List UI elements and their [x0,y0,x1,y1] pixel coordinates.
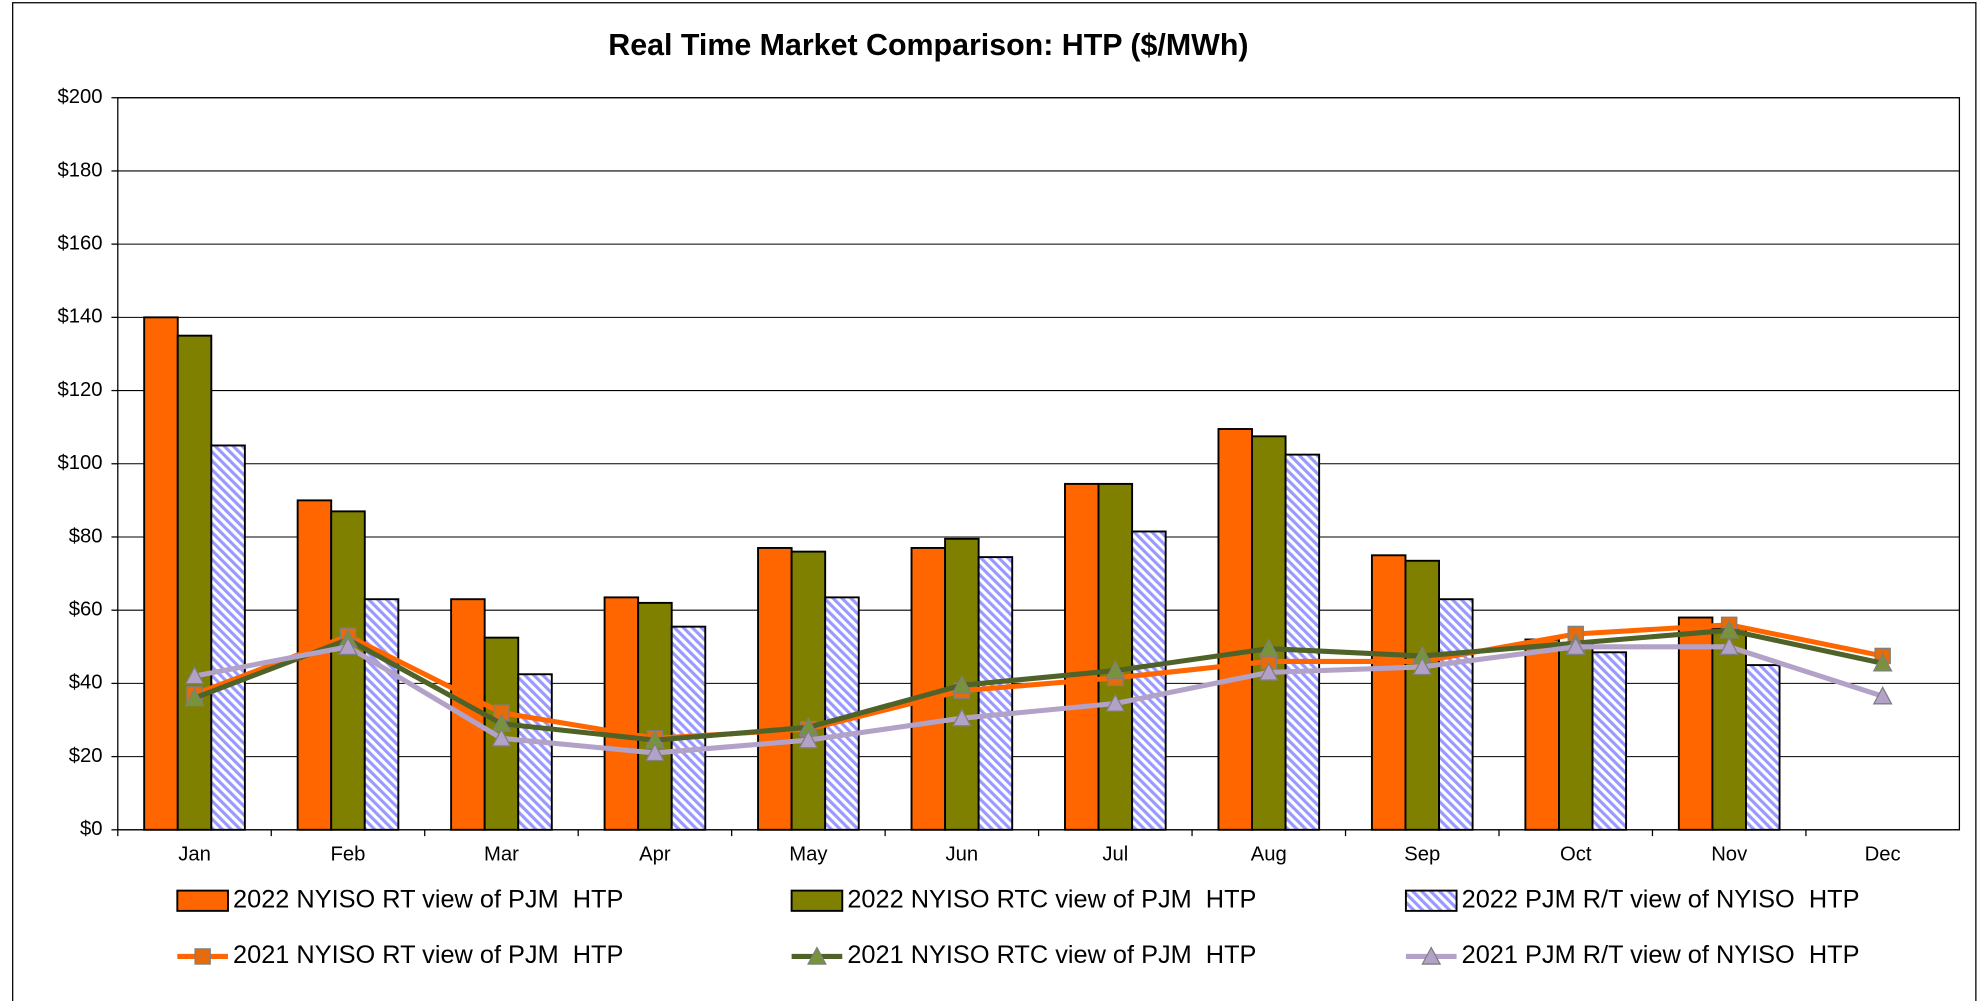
bar [1591,651,1628,831]
line-marker [1719,636,1740,656]
y-tick-label: $200 [58,86,103,108]
bar [1404,559,1440,831]
legend-marker [1421,946,1442,965]
line-marker [338,636,358,656]
chart-title: Real Time Market Comparison: HTP ($/MWh) [608,28,1248,62]
line-marker [491,728,512,747]
bar [176,334,213,831]
bar [1677,616,1714,831]
line-marker [1872,653,1893,672]
bar [790,550,827,831]
line-marker [1105,693,1126,712]
bar [210,444,246,831]
legend-label: 2021 NYISO RT view of PJM HTP [233,941,623,969]
line-marker [1872,686,1893,705]
bar [1131,530,1167,831]
y-tick-label: $160 [58,233,103,255]
y-tick-label: $20 [69,745,103,767]
y-tick-label: $180 [58,159,103,181]
x-tick-label: May [789,844,828,866]
bar [603,596,640,831]
y-tick-label: $60 [69,599,103,621]
bar [1284,453,1321,831]
y-tick-label: $40 [69,672,103,694]
bar [1711,627,1747,831]
bar [296,499,333,831]
legend-swatch [1404,889,1458,912]
line-marker [951,707,972,727]
x-tick-label: Nov [1711,844,1748,866]
bar [637,601,673,831]
bar [1064,482,1100,831]
bar [1745,664,1781,831]
legend-marker [807,946,827,965]
line [194,644,1884,756]
line-marker [1565,636,1586,656]
line-marker [951,675,972,694]
legend-label: 2021 NYISO RTC view of PJM HTP [847,941,1256,969]
line [193,627,1884,743]
bar [1524,638,1560,831]
legend-label: 2022 NYISO RTC view of PJM HTP [847,885,1256,913]
legend-label: 2021 PJM R/T view of NYISO HTP [1462,941,1860,969]
bar [1370,554,1407,831]
bar [757,547,793,831]
legend-label: 2022 NYISO RT view of PJM HTP [233,885,623,913]
x-tick-label: Jun [946,844,979,866]
legend-label: 2022 PJM R/T view of NYISO HTP [1462,885,1860,913]
line-marker [1412,656,1433,676]
bar [977,556,1014,831]
x-tick-label: Jul [1102,844,1128,866]
x-tick-label: Feb [331,844,366,866]
bar [1097,482,1134,831]
y-tick-label: $80 [69,525,103,547]
bar [1438,598,1474,831]
line-marker [1258,662,1279,681]
line-marker [645,742,665,762]
y-tick-label: $140 [58,306,103,328]
line-marker [1105,660,1126,679]
frame [12,2,1977,1001]
line-marker [1258,638,1279,657]
bar [517,673,553,831]
bar [1251,435,1287,831]
line-marker [184,665,205,685]
x-tick-label: Dec [1865,844,1901,866]
x-tick-label: Aug [1251,844,1287,866]
line-marker [798,729,819,749]
bar [1558,642,1594,831]
line-marker [184,687,205,707]
y-tick-label: $120 [58,379,103,401]
bar [1217,428,1253,831]
x-tick-label: Apr [639,844,671,866]
legend-swatch [790,889,844,912]
bar [670,625,707,831]
x-tick-label: Oct [1560,844,1592,866]
bar [363,598,400,831]
bar [143,316,179,831]
y-tick-label: $100 [58,452,103,474]
y-tick-label: $0 [80,818,103,840]
bar [330,510,366,831]
x-tick-label: Mar [484,844,519,866]
legend-swatch [176,889,229,912]
legend-marker [194,948,211,965]
x-tick-label: Jan [178,844,211,866]
x-tick-label: Sep [1404,844,1440,866]
line [193,622,1884,741]
